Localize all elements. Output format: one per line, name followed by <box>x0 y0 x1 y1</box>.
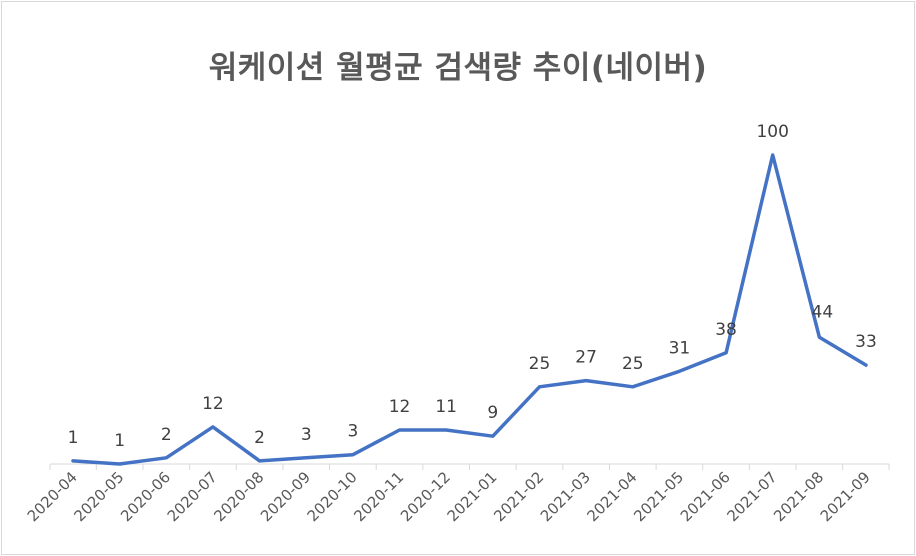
x-tick-label: 2021-06 <box>677 468 734 525</box>
data-label: 2 <box>254 428 265 448</box>
data-label: 2 <box>161 425 172 445</box>
data-label: 38 <box>715 320 737 340</box>
x-tick-label: 2021-08 <box>770 468 827 525</box>
chart-title: 워케이션 월평균 검색량 추이(네이버) <box>208 50 708 86</box>
x-tick-label: 2020-06 <box>117 468 174 525</box>
x-tick-label: 2021-07 <box>723 468 780 525</box>
data-label: 25 <box>622 354 644 374</box>
data-label: 1 <box>68 428 79 448</box>
x-tick-label: 2021-04 <box>584 468 641 525</box>
x-tick-labels: 2020-042020-052020-062020-072020-082020-… <box>24 468 874 525</box>
data-label: 12 <box>202 394 224 414</box>
data-label: 31 <box>669 338 691 358</box>
data-label: 33 <box>855 332 877 352</box>
data-label: 3 <box>347 422 358 442</box>
data-label: 11 <box>435 397 457 417</box>
data-label: 9 <box>487 403 498 423</box>
data-label: 1 <box>114 431 125 451</box>
data-label: 44 <box>812 302 834 322</box>
x-tick-label: 2020-12 <box>397 468 454 525</box>
x-tick-label: 2020-11 <box>350 468 407 525</box>
x-tick-label: 2021-05 <box>630 468 687 525</box>
x-tick-label: 2021-09 <box>817 468 874 525</box>
x-axis <box>49 463 890 470</box>
x-tick-label: 2021-02 <box>490 468 547 525</box>
x-tick-label: 2020-10 <box>304 468 361 525</box>
series-line <box>71 153 868 466</box>
data-label: 27 <box>575 348 597 368</box>
data-label: 12 <box>389 397 411 417</box>
x-tick-label: 2020-04 <box>24 468 81 525</box>
x-tick-label: 2020-07 <box>164 468 221 525</box>
x-tick-label: 2021-03 <box>537 468 594 525</box>
data-label: 3 <box>301 425 312 445</box>
x-tick-label: 2021-01 <box>444 468 501 525</box>
data-label: 100 <box>756 122 788 142</box>
data-label: 25 <box>529 354 551 374</box>
x-tick-label: 2020-05 <box>70 468 127 525</box>
x-tick-label: 2020-08 <box>210 468 267 525</box>
x-tick-label: 2020-09 <box>257 468 314 525</box>
series-layer <box>71 153 868 466</box>
